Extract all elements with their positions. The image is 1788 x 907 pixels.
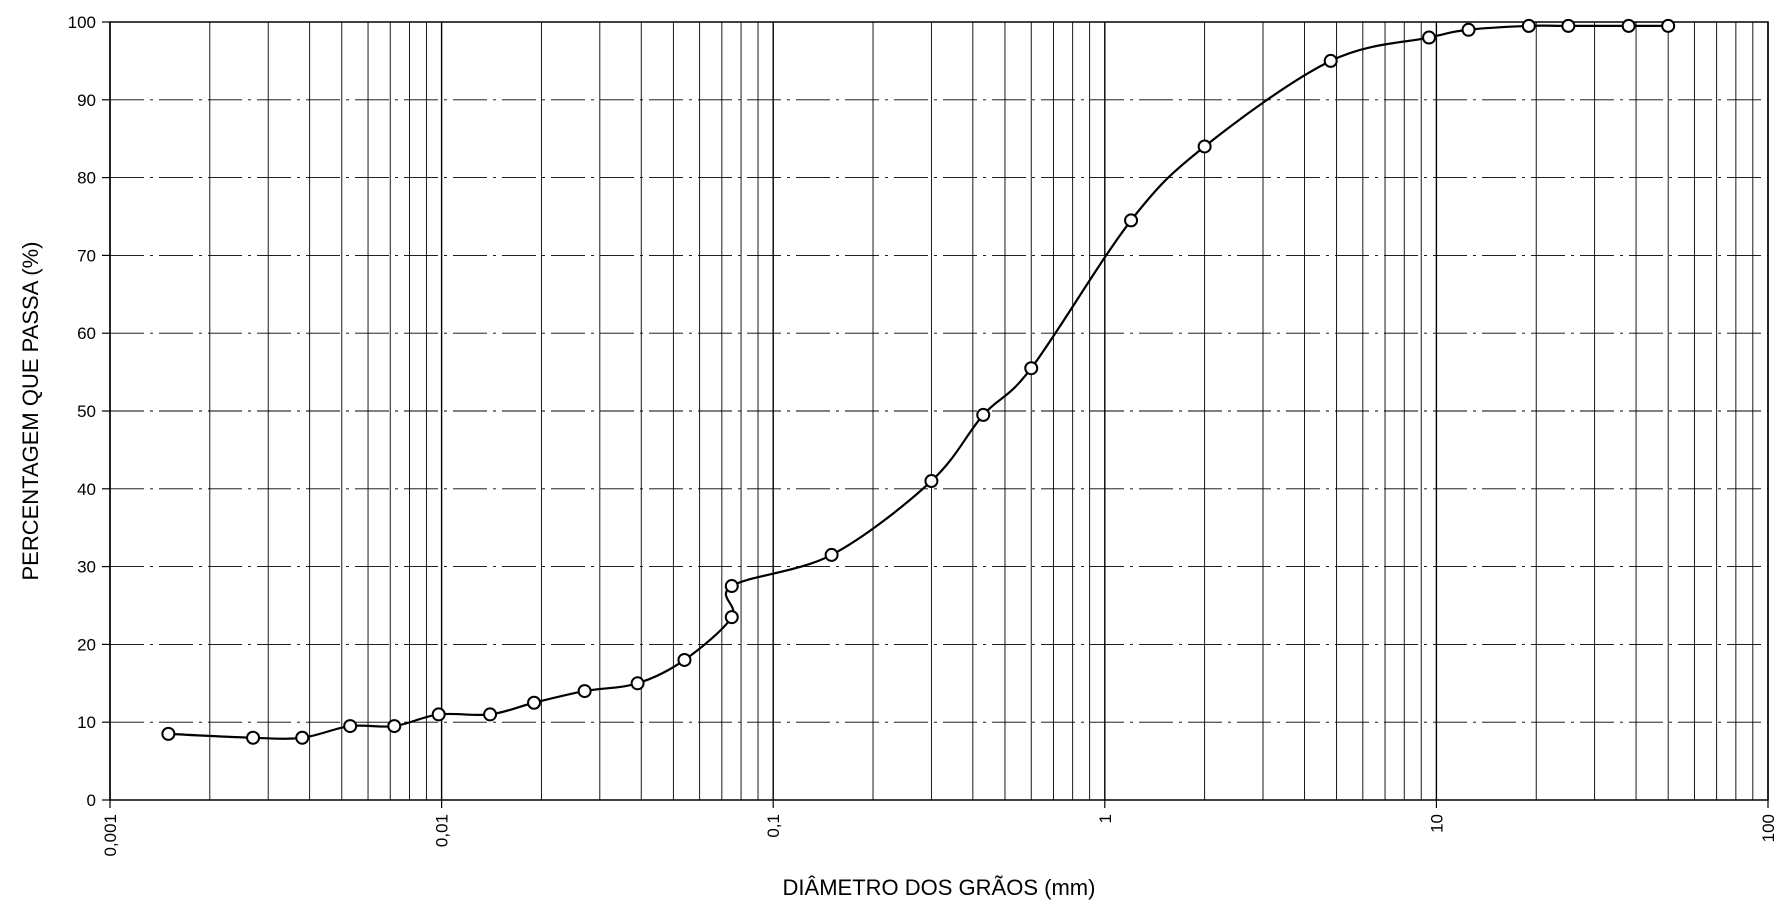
data-point xyxy=(1521,18,1536,33)
data-point xyxy=(724,579,739,594)
data-point xyxy=(161,726,176,741)
x-axis-title: DIÂMETRO DOS GRÃOS (mm) xyxy=(783,875,1096,900)
y-axis-title: PERCENTAGEM QUE PASSA (%) xyxy=(18,241,43,580)
y-tick-label: 30 xyxy=(77,558,96,577)
data-point xyxy=(431,707,446,722)
data-point xyxy=(1024,361,1039,376)
data-point xyxy=(1422,30,1437,45)
y-tick-label: 50 xyxy=(77,402,96,421)
data-point xyxy=(1661,18,1676,33)
series-line xyxy=(168,24,1669,740)
data-point xyxy=(924,474,939,489)
y-tick-label: 20 xyxy=(77,635,96,654)
data-point xyxy=(1124,213,1139,228)
data-point xyxy=(246,730,261,745)
x-tick-label: 0,001 xyxy=(101,814,120,857)
data-point xyxy=(387,719,402,734)
data-series xyxy=(161,18,1676,745)
y-tick-label: 60 xyxy=(77,324,96,343)
data-point xyxy=(1323,53,1338,68)
y-tick-label: 0 xyxy=(87,791,96,810)
data-point xyxy=(724,610,739,625)
data-point xyxy=(976,407,991,422)
data-point xyxy=(824,547,839,562)
data-point xyxy=(1561,18,1576,33)
grid xyxy=(109,22,1769,800)
x-tick-label: 0,1 xyxy=(764,814,783,838)
data-point xyxy=(483,707,498,722)
y-tick-label: 10 xyxy=(77,713,96,732)
x-tick-label: 100 xyxy=(1759,814,1778,842)
data-point xyxy=(527,695,542,710)
data-point xyxy=(630,676,645,691)
data-point xyxy=(1461,22,1476,37)
x-tick-label: 10 xyxy=(1427,814,1446,833)
y-tick-label: 80 xyxy=(77,169,96,188)
x-tick-label: 1 xyxy=(1096,814,1115,823)
data-point xyxy=(1197,139,1212,154)
data-point xyxy=(295,730,310,745)
axes: 0 10 20 30 40 50 60 70 80 90 100 0,001 0,01 0,1 1 10 100 xyxy=(68,13,1778,857)
data-point xyxy=(677,652,692,667)
data-point xyxy=(343,719,358,734)
y-tick-label: 70 xyxy=(77,246,96,265)
y-tick-label: 100 xyxy=(68,13,96,32)
x-tick-label: 0,01 xyxy=(433,814,452,847)
data-point xyxy=(577,684,592,699)
y-tick-label: 90 xyxy=(77,91,96,110)
data-point xyxy=(1621,18,1636,33)
y-tick-label: 40 xyxy=(77,480,96,499)
